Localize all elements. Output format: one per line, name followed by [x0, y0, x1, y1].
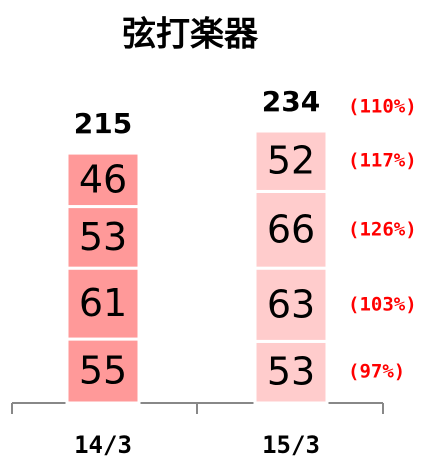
- segment-label: 53: [267, 350, 315, 394]
- segment-label: 53: [79, 215, 127, 259]
- x-tick-label: 14/3: [74, 431, 132, 459]
- growth-label: (103%): [348, 293, 417, 315]
- segment-label: 63: [267, 282, 315, 326]
- bar-segment: [253, 129, 329, 193]
- bar-segment: [253, 189, 329, 270]
- x-tick-label: 15/3: [262, 431, 320, 459]
- bar-segment: [65, 151, 141, 209]
- growth-label: (126%): [348, 218, 417, 240]
- growth-label: (117%): [348, 150, 417, 172]
- total-label: 234: [262, 85, 320, 118]
- total-growth-label: (110%): [348, 96, 417, 118]
- chart-title: 弦打楽器: [122, 15, 259, 55]
- bar-segment: [253, 339, 329, 405]
- segment-label: 52: [267, 139, 315, 183]
- growth-label: (97%): [348, 361, 405, 383]
- segment-label: 66: [267, 207, 315, 251]
- segment-label: 46: [79, 157, 127, 201]
- total-label: 215: [74, 107, 132, 140]
- segment-label: 55: [79, 349, 127, 393]
- bar-segment: [65, 337, 141, 405]
- segment-label: 61: [79, 281, 127, 325]
- bar-segment: [65, 266, 141, 341]
